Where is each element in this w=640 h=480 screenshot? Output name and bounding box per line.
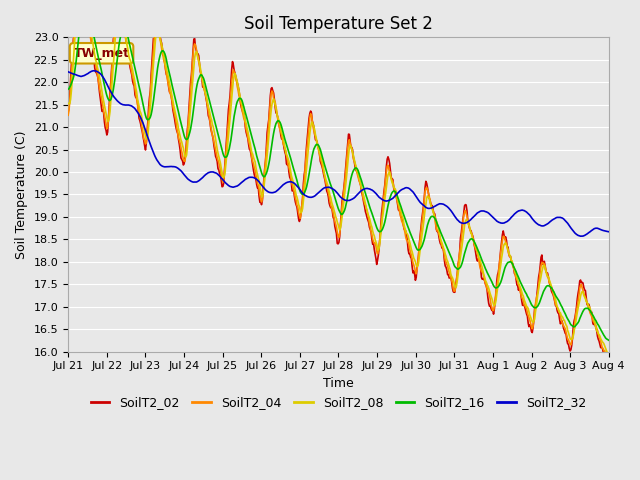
Y-axis label: Soil Temperature (C): Soil Temperature (C) xyxy=(15,130,28,259)
SoilT2_02 xyxy=(241,125,249,131)
SoilT2_02 xyxy=(64,109,72,115)
SoilT2_04 xyxy=(64,112,72,118)
SoilT2_02 xyxy=(153,12,161,18)
SoilT2_04 xyxy=(555,308,563,314)
SoilT2_08 xyxy=(209,124,217,130)
SoilT2_08 xyxy=(605,353,612,359)
SoilT2_02 xyxy=(602,358,610,363)
SoilT2_02 xyxy=(72,12,79,18)
SoilT2_04 xyxy=(81,12,88,18)
SoilT2_16 xyxy=(209,113,217,119)
SoilT2_16 xyxy=(555,298,563,303)
SoilT2_32 xyxy=(90,68,98,73)
SoilT2_04 xyxy=(153,19,161,24)
SoilT2_32 xyxy=(520,208,528,214)
SoilT2_08 xyxy=(241,118,249,124)
Title: Soil Temperature Set 2: Soil Temperature Set 2 xyxy=(244,15,433,33)
SoilT2_32 xyxy=(153,157,161,163)
SoilT2_04 xyxy=(241,121,249,127)
SoilT2_32 xyxy=(579,233,586,239)
SoilT2_16 xyxy=(241,110,249,116)
SoilT2_08 xyxy=(555,308,563,313)
SoilT2_04 xyxy=(520,302,528,308)
SoilT2_08 xyxy=(73,12,81,18)
SoilT2_16 xyxy=(153,71,161,77)
SoilT2_32 xyxy=(79,73,87,79)
SoilT2_02 xyxy=(81,12,88,18)
SoilT2_32 xyxy=(209,169,217,175)
SoilT2_16 xyxy=(605,337,612,343)
SoilT2_04 xyxy=(72,12,79,18)
SoilT2_32 xyxy=(64,69,72,75)
Line: SoilT2_32: SoilT2_32 xyxy=(68,71,609,236)
Line: SoilT2_16: SoilT2_16 xyxy=(68,15,609,340)
SoilT2_04 xyxy=(604,358,612,363)
SoilT2_08 xyxy=(64,100,72,106)
SoilT2_16 xyxy=(64,86,72,92)
SoilT2_32 xyxy=(241,177,249,182)
Line: SoilT2_04: SoilT2_04 xyxy=(68,15,609,360)
SoilT2_16 xyxy=(520,287,528,293)
SoilT2_32 xyxy=(555,215,563,220)
SoilT2_04 xyxy=(209,135,217,141)
SoilT2_02 xyxy=(520,303,528,309)
SoilT2_32 xyxy=(605,229,612,235)
SoilT2_08 xyxy=(153,26,161,32)
SoilT2_16 xyxy=(81,12,88,18)
X-axis label: Time: Time xyxy=(323,377,354,390)
SoilT2_02 xyxy=(209,136,217,142)
SoilT2_02 xyxy=(605,358,612,363)
Text: TW_met: TW_met xyxy=(74,47,129,60)
SoilT2_04 xyxy=(605,358,612,363)
SoilT2_08 xyxy=(520,297,528,302)
Line: SoilT2_08: SoilT2_08 xyxy=(68,15,609,356)
Line: SoilT2_02: SoilT2_02 xyxy=(68,15,609,360)
SoilT2_16 xyxy=(78,12,86,18)
Legend: SoilT2_02, SoilT2_04, SoilT2_08, SoilT2_16, SoilT2_32: SoilT2_02, SoilT2_04, SoilT2_08, SoilT2_… xyxy=(86,391,591,414)
SoilT2_08 xyxy=(81,12,88,18)
SoilT2_02 xyxy=(555,311,563,316)
